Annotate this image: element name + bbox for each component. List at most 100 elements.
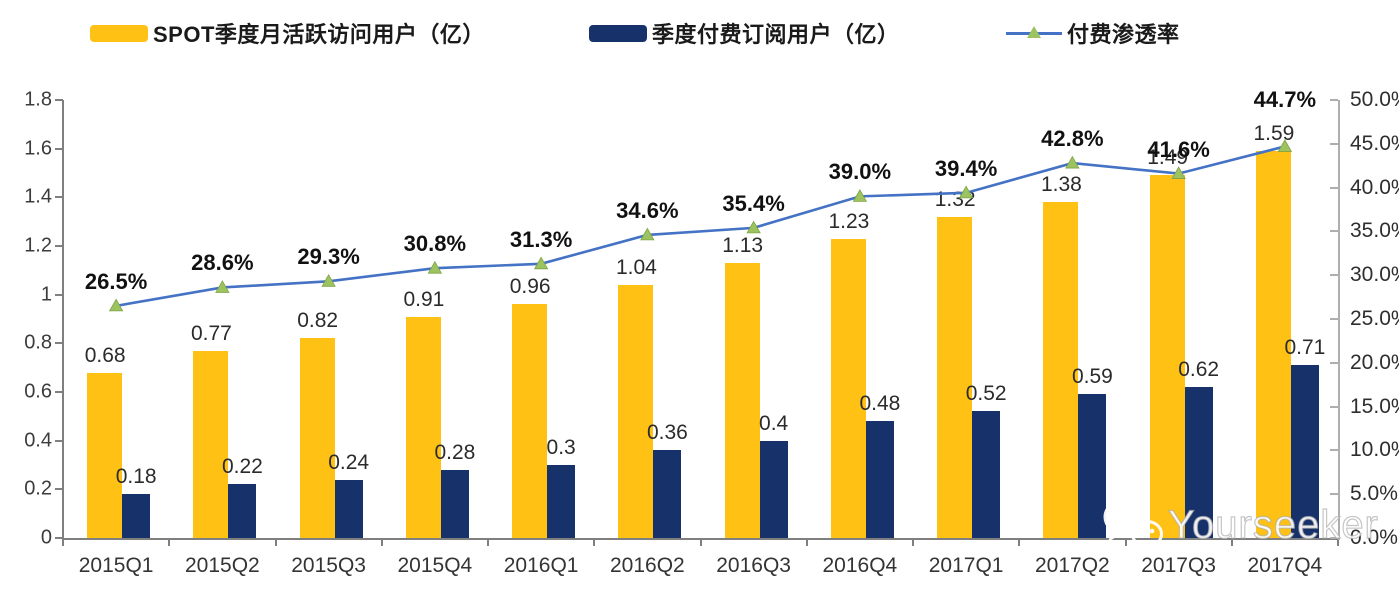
- left-axis-tick: [55, 439, 63, 442]
- right-axis-tick: [1330, 142, 1338, 145]
- x-axis-tick: [62, 540, 64, 546]
- penetration-pct-label: 28.6%: [191, 250, 254, 276]
- x-axis-tick: [1230, 540, 1233, 546]
- penetration-pct-label: 41.6%: [1147, 136, 1210, 162]
- bar-subscribers-value-label: 0.62: [1178, 358, 1220, 382]
- left-axis-tick: [55, 537, 63, 539]
- bar-mau: [724, 263, 760, 538]
- x-axis-tick: [168, 540, 171, 546]
- bar-mau-value-label: 0.82: [297, 309, 339, 333]
- bar-subscribers-value-label: 0.22: [221, 455, 263, 479]
- x-axis-tick: [699, 540, 702, 546]
- penetration-pct-label: 31.3%: [509, 226, 573, 252]
- legend-line-swatch: [1006, 26, 1062, 39]
- right-axis-tick: [1330, 186, 1338, 189]
- right-axis-tick-label: 10.0%: [1350, 438, 1399, 462]
- right-axis-tick: [1330, 230, 1338, 233]
- x-axis-tick: [912, 540, 914, 546]
- x-axis-category-label: 2016Q4: [822, 554, 898, 577]
- right-axis-tick: [1330, 537, 1338, 539]
- left-axis-tick-label: 0.4: [24, 429, 52, 452]
- right-axis-tick-label: 0.0%: [1350, 526, 1398, 549]
- right-axis-tick-label: 20.0%: [1350, 350, 1399, 374]
- triangle-marker-icon: [1027, 26, 1041, 39]
- right-axis-tick: [1330, 493, 1338, 496]
- left-axis-tick-label: 1.8: [24, 88, 52, 111]
- bar-mau: [618, 284, 654, 538]
- x-axis-tick: [1018, 540, 1021, 546]
- bar-mau: [830, 238, 866, 538]
- legend-swatch-mau: [90, 24, 148, 42]
- right-axis-tick: [1330, 449, 1338, 452]
- x-axis-category-label: 2017Q1: [928, 554, 1004, 577]
- x-axis-tick: [593, 540, 596, 546]
- bar-mau: [87, 372, 123, 538]
- bar-mau-value-label: 0.68: [84, 343, 126, 367]
- x-axis-tick: [805, 540, 808, 546]
- legend-swatch-subscribers: [589, 24, 647, 42]
- bar-subscribers-value-label: 0.4: [759, 411, 789, 435]
- x-axis-category-label: 2017Q3: [1141, 554, 1216, 577]
- bar-subscribers-value-label: 0.3: [546, 436, 576, 459]
- left-axis-tick-label: 0.6: [24, 380, 52, 403]
- right-axis-tick: [1330, 405, 1338, 408]
- legend-item-subscribers: 季度付费订阅用户（亿）: [589, 20, 900, 47]
- right-axis-tick: [1330, 361, 1338, 364]
- right-axis-tick: [1330, 274, 1338, 277]
- x-axis-category-label: 2015Q3: [291, 554, 366, 577]
- bar-subscribers: [865, 421, 894, 538]
- bar-subscribers: [972, 411, 1001, 538]
- right-axis-tick: [1330, 318, 1338, 320]
- bar-subscribers-value-label: 0.18: [115, 465, 157, 489]
- right-axis-tick-label: 30.0%: [1350, 263, 1399, 287]
- bar-mau: [1149, 175, 1185, 538]
- right-axis-tick-label: 50.0%: [1350, 88, 1399, 111]
- x-axis-tick: [1337, 540, 1339, 546]
- x-axis-tick: [1124, 540, 1127, 546]
- bar-subscribers: [1290, 365, 1319, 538]
- bar-mau-value-label: 1.23: [828, 209, 870, 233]
- right-axis-line: [1338, 100, 1340, 540]
- right-axis-tick-label: 45.0%: [1350, 131, 1399, 155]
- bar-mau: [193, 350, 229, 538]
- bar-subscribers: [122, 494, 151, 538]
- bar-mau-value-label: 1.04: [615, 255, 657, 279]
- watermark-text: Yourseeker: [1167, 502, 1379, 547]
- bar-mau: [299, 338, 335, 538]
- x-axis-category-label: 2017Q2: [1035, 554, 1110, 577]
- legend-item-penetration: 付费渗透率: [1006, 20, 1180, 47]
- x-axis-tick: [380, 540, 383, 546]
- x-axis-tick: [274, 540, 277, 546]
- left-axis-tick: [55, 293, 63, 296]
- bar-subscribers: [440, 469, 469, 538]
- left-axis-tick: [55, 342, 63, 345]
- penetration-pct-label: 39.4%: [934, 155, 998, 181]
- penetration-pct-label: 30.8%: [403, 231, 467, 257]
- bar-mau-value-label: 1.32: [934, 187, 976, 211]
- legend-item-mau: SPOT季度月活跃访问用户（亿）: [90, 20, 485, 47]
- bar-subscribers-value-label: 0.36: [646, 421, 688, 445]
- bar-subscribers-value-label: 0.52: [965, 382, 1007, 406]
- watermark: Yourseeker: [1100, 494, 1379, 556]
- x-axis-category-label: 2016Q3: [716, 554, 791, 577]
- penetration-pct-label: 34.6%: [616, 197, 679, 223]
- penetration-pct-label: 35.4%: [722, 190, 785, 216]
- penetration-pct-label: 42.8%: [1041, 126, 1104, 152]
- bar-mau: [405, 316, 441, 538]
- left-axis-tick: [55, 196, 63, 199]
- x-axis-category-label: 2015Q4: [397, 554, 473, 577]
- bar-subscribers-value-label: 0.48: [859, 392, 901, 416]
- legend-label-penetration: 付费渗透率: [1067, 22, 1180, 47]
- x-axis-category-label: 2017Q4: [1247, 554, 1323, 577]
- x-axis-line: [62, 538, 1340, 540]
- penetration-pct-label: 26.5%: [84, 268, 148, 294]
- left-axis-tick-label: 0.8: [24, 331, 52, 354]
- bar-subscribers: [228, 484, 257, 538]
- bar-subscribers-value-label: 0.71: [1284, 336, 1326, 360]
- bar-mau-value-label: 1.38: [1040, 173, 1082, 197]
- wechat-icon: [1103, 498, 1163, 553]
- bar-subscribers: [334, 479, 363, 538]
- left-axis-tick: [55, 391, 63, 393]
- x-axis-category-label: 2015Q2: [185, 554, 260, 577]
